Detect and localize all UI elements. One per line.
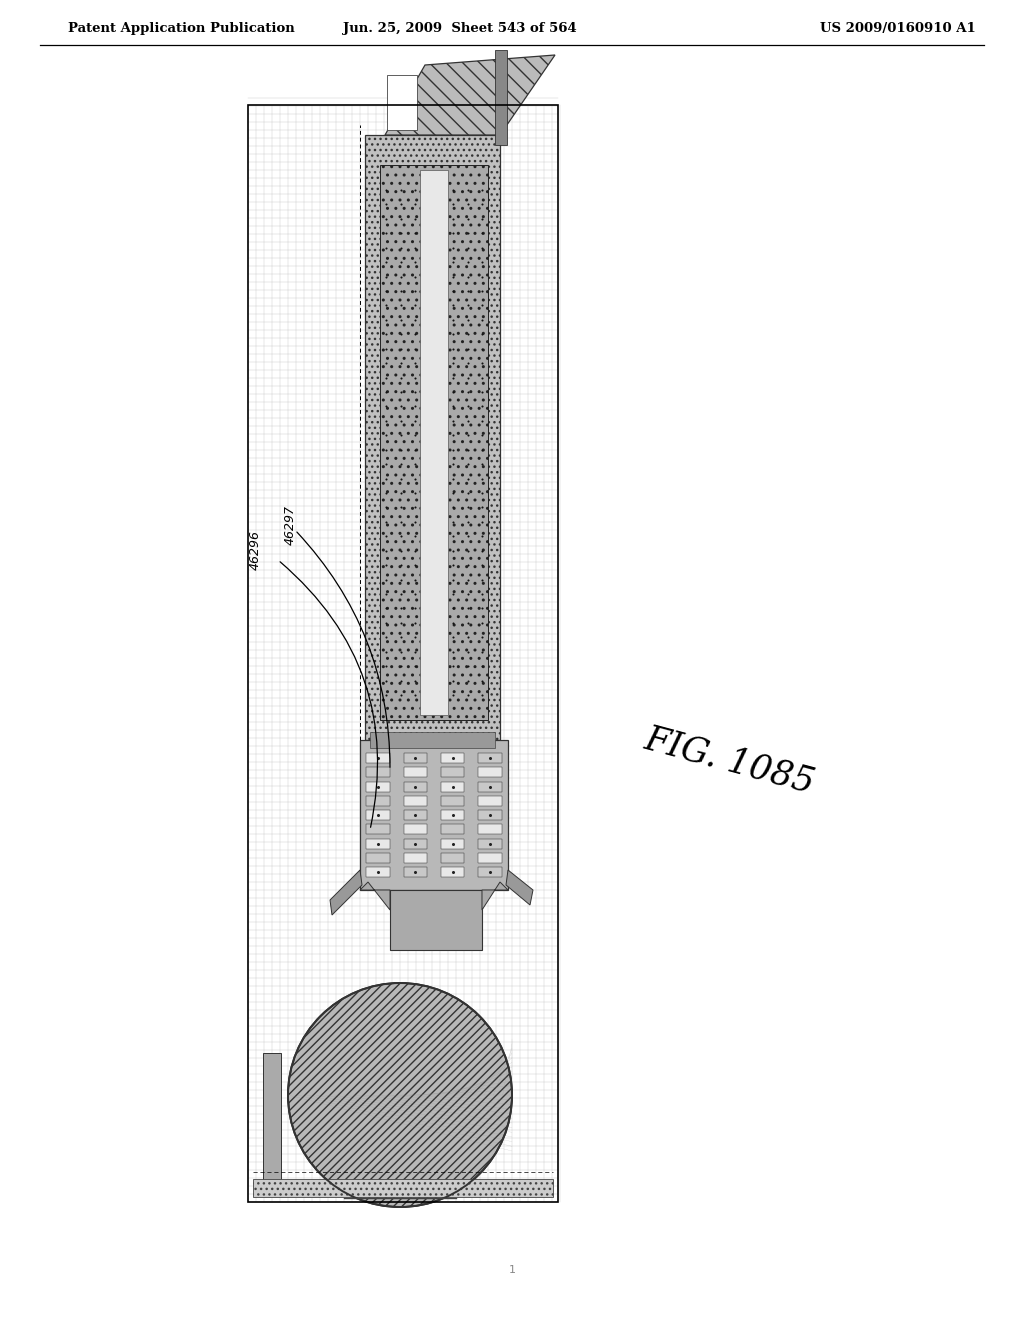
Bar [478,853,502,863]
Bar [403,781,427,792]
Bar [248,106,558,1203]
Bar [367,824,390,834]
Bar [478,781,502,792]
Bar [403,824,427,834]
Text: US 2009/0160910 A1: US 2009/0160910 A1 [820,22,976,36]
Polygon shape [330,870,362,915]
Bar [441,867,465,876]
Text: Jun. 25, 2009  Sheet 543 of 564: Jun. 25, 2009 Sheet 543 of 564 [343,22,577,36]
Bar [367,867,390,876]
Text: FIG. 1085: FIG. 1085 [641,721,819,799]
Bar [441,810,465,820]
Polygon shape [482,882,508,909]
Bar [478,824,502,834]
Text: 46297: 46297 [284,506,297,545]
Bar [420,170,449,715]
Bar [367,796,390,805]
Polygon shape [385,55,555,135]
Bar [441,838,465,849]
Bar [441,781,465,792]
Bar [367,810,390,820]
Bar [478,796,502,805]
Bar [478,754,502,763]
Bar [478,867,502,876]
Bar [387,75,417,129]
Bar [478,810,502,820]
Bar [403,867,427,876]
Bar [495,50,507,145]
Bar [441,853,465,863]
Bar [441,767,465,777]
Polygon shape [506,870,534,906]
Text: 1: 1 [509,1265,515,1275]
Bar [367,853,390,863]
Bar [263,1052,281,1187]
Bar [365,135,500,741]
Bar [441,796,465,805]
Bar [360,741,508,890]
Bar [403,838,427,849]
Bar [478,838,502,849]
Bar [370,733,495,748]
Bar [380,165,488,719]
Polygon shape [360,882,390,909]
Bar [390,890,482,950]
Bar [367,754,390,763]
Bar [367,767,390,777]
Bar [478,767,502,777]
Bar [367,838,390,849]
Bar [403,810,427,820]
Bar [403,853,427,863]
Bar [403,796,427,805]
Text: 46296: 46296 [249,531,261,570]
Bar [441,824,465,834]
Bar [367,781,390,792]
Text: Patent Application Publication: Patent Application Publication [68,22,295,36]
Bar [441,754,465,763]
Bar [253,1179,553,1197]
Bar [403,754,427,763]
Bar [403,767,427,777]
Ellipse shape [288,983,512,1206]
